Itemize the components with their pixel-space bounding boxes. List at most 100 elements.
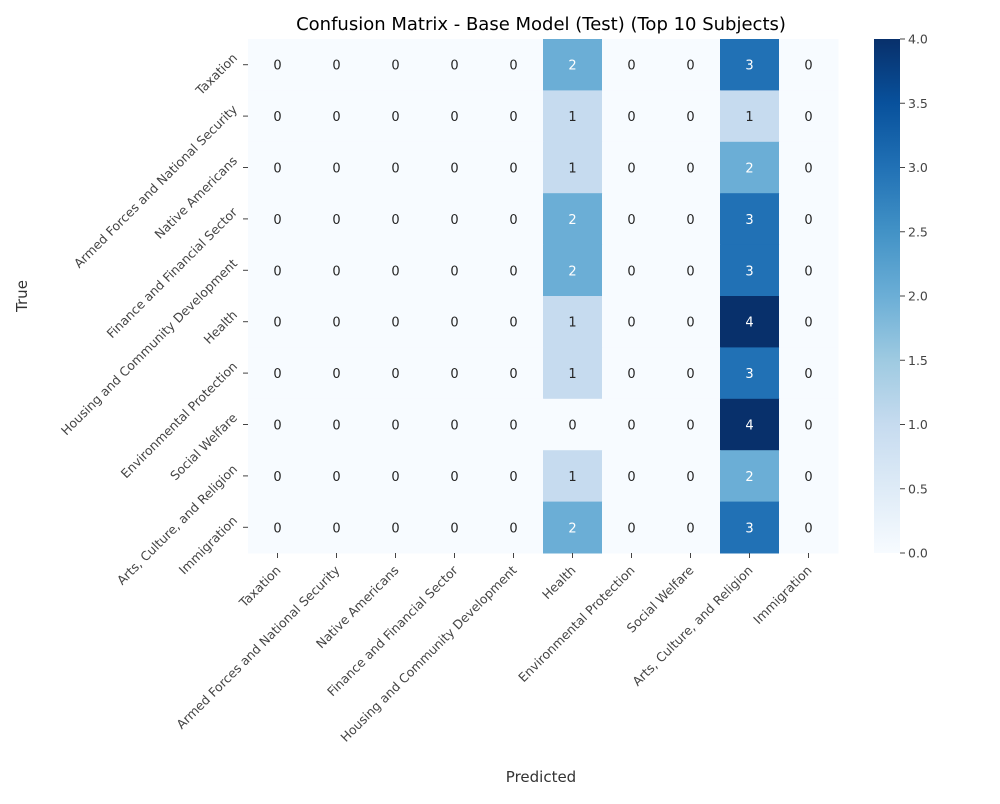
cell-value-label: 0 (391, 367, 399, 382)
cell-value-label: 0 (627, 59, 635, 74)
heatmap-cell (366, 347, 426, 400)
heatmap-cell (366, 244, 426, 297)
heatmap-cell (307, 90, 367, 143)
heatmap-cell (366, 141, 426, 194)
heatmap-cell (779, 501, 839, 554)
cell-value-label: 0 (450, 316, 458, 331)
heatmap-cell (484, 398, 544, 451)
heatmap-cell (602, 90, 662, 143)
heatmap-cell (248, 193, 308, 246)
cell-value-label: 0 (627, 367, 635, 382)
cell-value-label: 1 (568, 470, 576, 485)
heatmap-cell (484, 296, 544, 348)
x-tick-label: Immigration (750, 563, 814, 627)
cell-value-label: 0 (509, 367, 517, 382)
cell-value-label: 0 (686, 162, 694, 177)
heatmap-cell (779, 244, 839, 297)
x-axis-label: Predicted (506, 768, 576, 786)
cell-value-label: 0 (450, 521, 458, 536)
cell-value-label: 0 (627, 521, 635, 536)
heatmap-cell (248, 90, 308, 143)
cell-value-label: 0 (332, 264, 340, 279)
heatmap-cell (543, 193, 603, 246)
colorbar-gradient (874, 39, 900, 553)
cell-value-label: 2 (745, 162, 753, 177)
heatmap-cell (248, 244, 308, 297)
cell-value-label: 0 (804, 162, 812, 177)
colorbar-tick-label: 1.0 (908, 417, 928, 432)
heatmap-cell (307, 296, 367, 348)
cell-value-label: 0 (391, 316, 399, 331)
heatmap-cell (602, 193, 662, 246)
cell-value-label: 0 (273, 367, 281, 382)
colorbar-tick-label: 2.0 (908, 289, 928, 304)
cell-value-label: 0 (568, 419, 576, 434)
heatmap-cell (366, 296, 426, 348)
heatmap-cell (661, 193, 721, 246)
cell-value-label: 1 (568, 162, 576, 177)
heatmap-cell (602, 450, 662, 503)
heatmap-cell (661, 296, 721, 348)
heatmap-cell (248, 296, 308, 348)
heatmap-cell (248, 450, 308, 503)
cell-value-label: 0 (509, 162, 517, 177)
cell-value-label: 0 (273, 316, 281, 331)
heatmap-cell (425, 347, 485, 400)
x-tick-label: Environmental Protection (515, 563, 637, 685)
cell-value-label: 0 (450, 110, 458, 125)
heatmap-cell (720, 347, 780, 400)
cell-value-label: 0 (332, 316, 340, 331)
cell-value-label: 0 (509, 470, 517, 485)
heatmap-cell (307, 244, 367, 297)
cell-value-label: 0 (273, 470, 281, 485)
heatmap-cell (661, 501, 721, 554)
heatmap-cell (779, 347, 839, 400)
x-tick-label: Taxation (235, 563, 283, 611)
cell-value-label: 0 (332, 59, 340, 74)
cell-value-label: 0 (273, 162, 281, 177)
cell-value-label: 0 (686, 470, 694, 485)
cell-value-label: 0 (332, 213, 340, 228)
heatmap-cell (248, 39, 308, 91)
cell-value-label: 0 (273, 59, 281, 74)
heatmap-cell (661, 450, 721, 503)
heatmap-cell (543, 244, 603, 297)
heatmap-cell (484, 193, 544, 246)
heatmap-cell (543, 39, 603, 91)
cell-value-label: 0 (391, 162, 399, 177)
cell-value-label: 0 (804, 264, 812, 279)
heatmap-cell (720, 296, 780, 348)
heatmap-cell (661, 347, 721, 400)
cell-value-label: 0 (804, 213, 812, 228)
cell-value-label: 0 (627, 470, 635, 485)
cell-value-label: 0 (686, 419, 694, 434)
heatmap-cell (425, 296, 485, 348)
heatmap-cell (248, 347, 308, 400)
cell-value-label: 0 (273, 419, 281, 434)
heatmap-cell (484, 141, 544, 194)
heatmap-cell (720, 193, 780, 246)
x-tick-label: Health (539, 563, 579, 603)
heatmap-cell (661, 90, 721, 143)
heatmap-cell (661, 39, 721, 91)
cell-value-label: 0 (627, 316, 635, 331)
heatmap-cell (307, 39, 367, 91)
cell-value-label: 0 (804, 419, 812, 434)
heatmap-cell (425, 501, 485, 554)
heatmap-cell (307, 141, 367, 194)
cell-value-label: 0 (273, 264, 281, 279)
cell-value-label: 0 (686, 316, 694, 331)
cell-value-label: 3 (745, 264, 753, 279)
heatmap-cell (248, 398, 308, 451)
cell-value-label: 3 (745, 367, 753, 382)
colorbar-tick-label: 4.0 (908, 32, 928, 47)
cell-value-label: 0 (273, 521, 281, 536)
cell-value-label: 0 (391, 264, 399, 279)
cell-value-label: 0 (450, 264, 458, 279)
heatmap-cell (425, 398, 485, 451)
y-tick-label: Housing and Community Development (58, 256, 240, 438)
colorbar-tick-label: 1.5 (908, 353, 928, 368)
heatmap-cell (661, 244, 721, 297)
